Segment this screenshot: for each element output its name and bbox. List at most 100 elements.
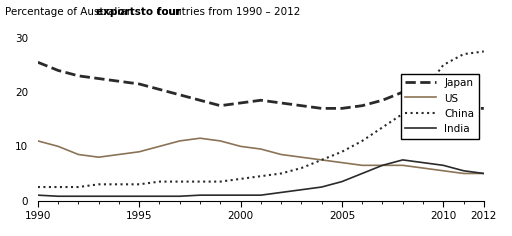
- Line: India: India: [38, 160, 484, 196]
- US: [298, 156, 305, 159]
- US: [339, 161, 345, 164]
- India: [359, 172, 365, 175]
- Legend: Japan, US, China, India: Japan, US, China, India: [401, 74, 479, 139]
- China: [55, 185, 61, 188]
- China: [75, 185, 81, 188]
- India: [481, 172, 487, 175]
- India: [379, 164, 386, 167]
- India: [238, 194, 244, 197]
- Japan: [55, 69, 61, 72]
- Japan: [156, 88, 162, 91]
- US: [460, 172, 466, 175]
- US: [217, 139, 223, 142]
- India: [318, 185, 325, 188]
- US: [440, 169, 446, 172]
- China: [116, 183, 122, 186]
- China: [298, 167, 305, 169]
- US: [96, 156, 102, 159]
- India: [96, 195, 102, 198]
- China: [156, 180, 162, 183]
- China: [318, 159, 325, 161]
- US: [318, 159, 325, 161]
- US: [177, 139, 183, 142]
- India: [75, 195, 81, 198]
- Japan: [400, 91, 406, 93]
- Line: US: US: [38, 138, 484, 173]
- China: [440, 63, 446, 66]
- US: [481, 172, 487, 175]
- China: [35, 185, 41, 188]
- Japan: [35, 61, 41, 64]
- Japan: [177, 93, 183, 96]
- Japan: [440, 107, 446, 110]
- China: [136, 183, 142, 186]
- India: [177, 195, 183, 198]
- China: [96, 183, 102, 186]
- Line: China: China: [38, 51, 484, 187]
- China: [217, 180, 223, 183]
- US: [359, 164, 365, 167]
- Japan: [238, 101, 244, 104]
- India: [55, 195, 61, 198]
- US: [238, 145, 244, 148]
- India: [258, 194, 264, 197]
- India: [278, 191, 284, 194]
- China: [460, 53, 466, 55]
- China: [339, 150, 345, 153]
- Japan: [75, 74, 81, 77]
- US: [420, 167, 426, 169]
- Japan: [318, 107, 325, 110]
- India: [136, 195, 142, 198]
- China: [177, 180, 183, 183]
- US: [197, 137, 203, 140]
- Line: Japan: Japan: [38, 62, 484, 108]
- US: [156, 145, 162, 148]
- China: [481, 50, 487, 53]
- Japan: [96, 77, 102, 80]
- China: [258, 175, 264, 178]
- Japan: [197, 99, 203, 102]
- China: [238, 177, 244, 180]
- India: [197, 194, 203, 197]
- Japan: [116, 80, 122, 83]
- US: [35, 139, 41, 142]
- Japan: [420, 104, 426, 107]
- Japan: [217, 104, 223, 107]
- China: [400, 112, 406, 115]
- Japan: [379, 99, 386, 102]
- Japan: [460, 107, 466, 110]
- Text: exportsto four: exportsto four: [96, 7, 181, 17]
- India: [116, 195, 122, 198]
- Text: Percentage of Australian: Percentage of Australian: [5, 7, 137, 17]
- US: [75, 153, 81, 156]
- Japan: [298, 104, 305, 107]
- Japan: [359, 104, 365, 107]
- India: [400, 159, 406, 161]
- US: [278, 153, 284, 156]
- India: [420, 161, 426, 164]
- China: [420, 91, 426, 93]
- India: [339, 180, 345, 183]
- US: [400, 164, 406, 167]
- India: [35, 194, 41, 197]
- China: [278, 172, 284, 175]
- US: [136, 150, 142, 153]
- China: [379, 126, 386, 129]
- India: [460, 169, 466, 172]
- Text: countries from 1990 – 2012: countries from 1990 – 2012: [153, 7, 300, 17]
- Japan: [481, 107, 487, 110]
- India: [440, 164, 446, 167]
- Japan: [339, 107, 345, 110]
- India: [298, 188, 305, 191]
- China: [197, 180, 203, 183]
- US: [379, 164, 386, 167]
- India: [156, 195, 162, 198]
- India: [217, 194, 223, 197]
- China: [359, 139, 365, 142]
- US: [116, 153, 122, 156]
- Japan: [136, 83, 142, 85]
- US: [258, 148, 264, 151]
- Japan: [258, 99, 264, 102]
- US: [55, 145, 61, 148]
- Japan: [278, 101, 284, 104]
